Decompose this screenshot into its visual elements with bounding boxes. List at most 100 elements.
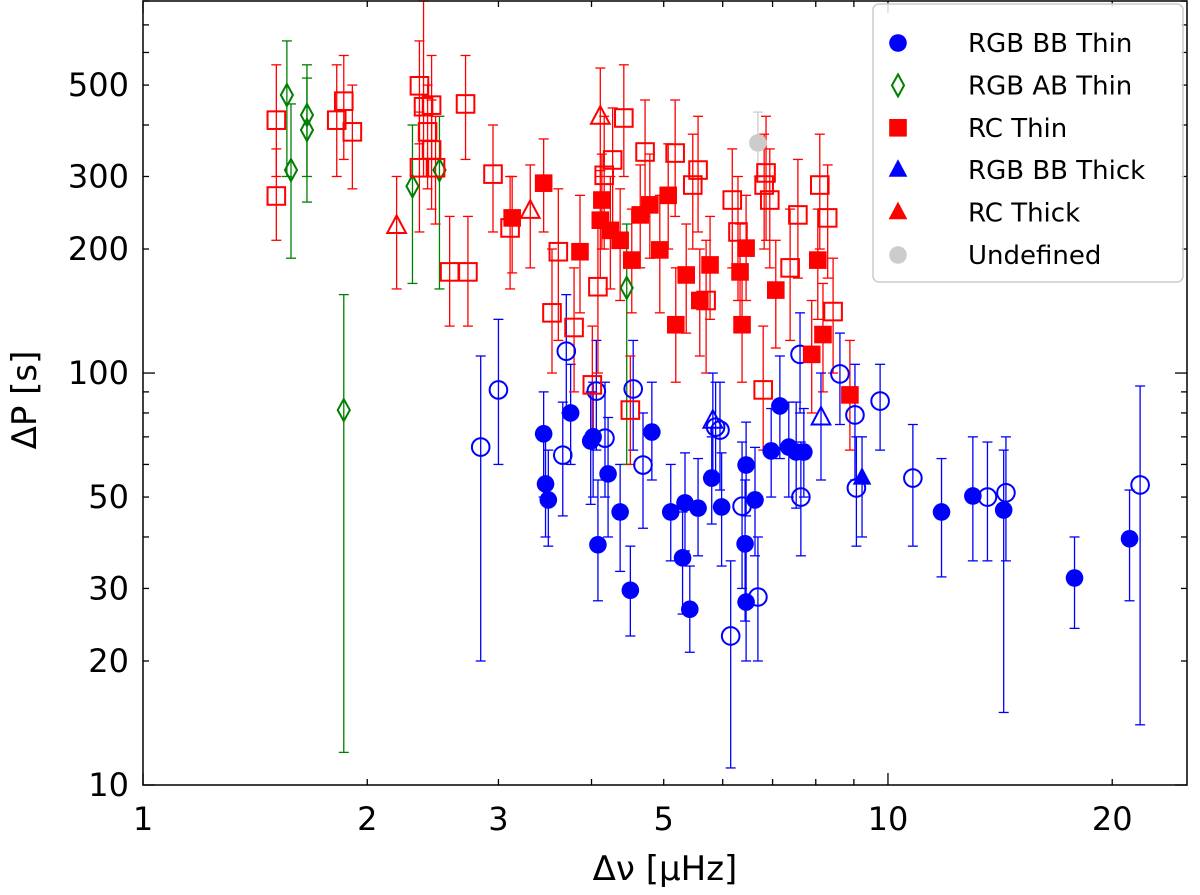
data-point (737, 239, 755, 257)
data-point (852, 467, 872, 485)
axes: 1 2 3 5 10 20 10 20 30 50 100 200 300 500 (68, 0, 1188, 838)
data-point (500, 218, 520, 238)
data-point (932, 503, 951, 521)
data-point (732, 496, 752, 517)
y-tick-label: 500 (68, 66, 129, 104)
data-point (780, 258, 800, 278)
data-point (749, 134, 767, 152)
data-point (762, 442, 780, 460)
data-point (841, 386, 859, 404)
data-point (582, 375, 603, 395)
data-point (651, 241, 669, 259)
data-point (748, 587, 768, 607)
x-tick-label: 3 (488, 800, 508, 838)
data-point (977, 487, 998, 507)
data-point (405, 173, 420, 200)
legend-marker (890, 72, 906, 99)
data-point (602, 150, 623, 170)
data-point (1130, 475, 1150, 495)
data-point (601, 221, 620, 240)
data-point (791, 487, 811, 507)
legend-marker (889, 119, 907, 137)
legend-marker (888, 201, 908, 220)
data-point (1120, 529, 1139, 548)
data-point (409, 76, 430, 96)
data-point (279, 81, 295, 109)
y-tick-label: 20 (88, 642, 129, 680)
data-point (814, 325, 832, 344)
legend: RGB BB Thin RGB AB Thin RC Thin RGB BB Thic… (872, 3, 1184, 283)
data-point (619, 274, 634, 301)
legend-label: RGB AB Thin (968, 71, 1132, 101)
data-points (266, 76, 1150, 646)
data-point (641, 196, 659, 214)
legend-label: RGB BB Thin (968, 29, 1132, 59)
data-point (964, 487, 982, 505)
data-point (688, 160, 708, 180)
y-tick-label: 200 (68, 230, 129, 268)
data-point (830, 364, 850, 384)
data-point (556, 341, 577, 361)
data-point (788, 205, 808, 225)
data-point (643, 423, 661, 441)
data-point (633, 455, 653, 475)
data-point (712, 498, 731, 516)
data-point (266, 110, 287, 130)
data-point (588, 276, 608, 297)
y-tick-label: 300 (68, 157, 129, 195)
legend-marker (889, 246, 907, 264)
data-point (809, 404, 833, 426)
data-point (659, 186, 678, 205)
data-point (681, 600, 699, 619)
data-point (385, 213, 408, 234)
x-tick-label: 2 (357, 800, 377, 838)
data-point (720, 626, 741, 646)
data-point (586, 381, 607, 401)
x-tick-label: 1 (133, 800, 153, 838)
data-point (817, 208, 838, 228)
legend-marker (889, 34, 907, 52)
x-tick-label: 20 (1092, 800, 1133, 838)
data-point (611, 503, 629, 521)
data-point (455, 94, 476, 114)
data-point (702, 469, 721, 487)
data-point (753, 380, 773, 400)
data-point (661, 503, 680, 521)
data-point (795, 443, 813, 461)
data-point (823, 301, 843, 322)
data-point (593, 191, 611, 209)
data-point (421, 95, 442, 115)
data-point (733, 315, 751, 334)
data-point (666, 315, 685, 334)
data-point (564, 317, 584, 338)
data-point (677, 266, 696, 284)
x-tick-label: 5 (654, 800, 674, 838)
data-point (736, 535, 754, 553)
data-point (809, 175, 830, 195)
data-point (696, 290, 716, 311)
data-point (534, 425, 553, 443)
legend-label: RGB BB Thick (968, 156, 1145, 186)
data-point (771, 397, 789, 415)
data-point (994, 501, 1013, 519)
data-point (689, 499, 707, 517)
y-tick-label: 100 (68, 354, 129, 392)
data-point (599, 465, 617, 483)
data-point (710, 420, 730, 440)
data-point (665, 143, 685, 163)
legend-box (872, 3, 1184, 283)
data-point (701, 256, 719, 274)
data-point (536, 475, 555, 493)
data-point (470, 437, 491, 457)
data-point (673, 549, 692, 567)
data-point (623, 379, 643, 399)
data-point (488, 380, 509, 400)
data-point (722, 190, 743, 210)
y-tick-label: 50 (88, 478, 129, 516)
data-point (728, 222, 748, 242)
data-point (266, 186, 287, 206)
data-point (756, 163, 776, 183)
y-tick-label: 30 (88, 569, 129, 607)
data-point (589, 535, 607, 554)
